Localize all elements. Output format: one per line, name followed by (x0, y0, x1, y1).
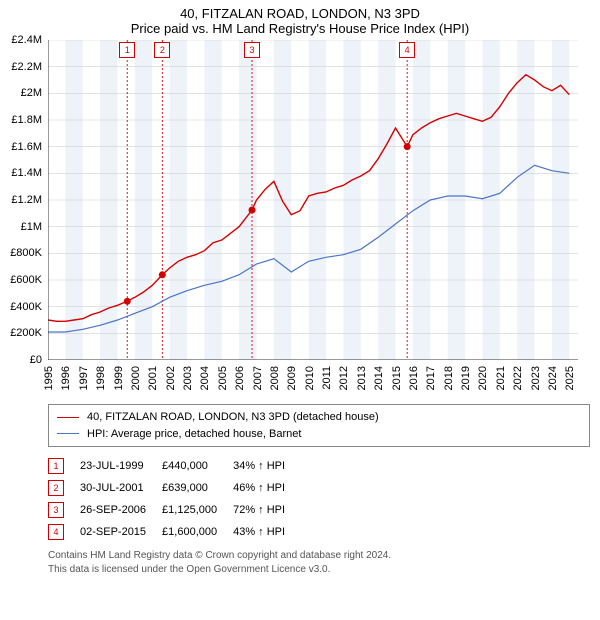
x-axis-label: 2016 (408, 366, 420, 390)
x-axis-label: 2000 (130, 366, 142, 390)
marker-badge: 3 (244, 42, 260, 58)
y-axis-label: £1.4M (2, 167, 42, 179)
marker-badge: 2 (154, 42, 170, 58)
sale-date: 26-SEP-2006 (80, 499, 162, 521)
x-axis-label: 2004 (199, 366, 211, 390)
x-axis-label: 2009 (286, 366, 298, 390)
x-axis-label: 2019 (460, 366, 472, 390)
table-row: 2 30-JUL-2001£639,00046% ↑ HPI (48, 477, 301, 499)
legend-swatch (57, 417, 79, 418)
page-subtitle: Price paid vs. HM Land Registry's House … (0, 21, 600, 40)
footer-line2: This data is licensed under the Open Gov… (48, 563, 590, 577)
x-axis-label: 1995 (43, 366, 55, 390)
page-title: 40, FITZALAN ROAD, LONDON, N3 3PD (0, 0, 600, 21)
x-axis-label: 2015 (391, 366, 403, 390)
sale-delta: 46% ↑ HPI (233, 477, 301, 499)
x-axis-label: 2001 (147, 366, 159, 390)
legend: 40, FITZALAN ROAD, LONDON, N3 3PD (detac… (48, 404, 590, 447)
x-axis-label: 2011 (321, 366, 333, 390)
y-axis-label: £1.2M (2, 194, 42, 206)
footer: Contains HM Land Registry data © Crown c… (48, 549, 590, 576)
y-axis-label: £400K (2, 301, 42, 313)
sale-badge: 4 (48, 524, 64, 540)
sale-badge: 1 (48, 458, 64, 474)
sale-badge-cell: 3 (48, 499, 80, 521)
x-axis-label: 2002 (165, 366, 177, 390)
y-axis-label: £200K (2, 327, 42, 339)
x-axis-label: 2018 (443, 366, 455, 390)
x-axis-label: 2024 (547, 366, 559, 390)
y-axis-label: £2M (2, 87, 42, 99)
y-axis-label: £1.6M (2, 141, 42, 153)
sales-table: 1 23-JUL-1999£440,00034% ↑ HPI 2 30-JUL-200… (48, 455, 301, 543)
x-axis-label: 1999 (113, 366, 125, 390)
x-axis-label: 1997 (78, 366, 90, 390)
sale-price: £1,125,000 (162, 499, 233, 521)
table-row: 4 02-SEP-2015£1,600,00043% ↑ HPI (48, 521, 301, 543)
sale-badge: 3 (48, 502, 64, 518)
y-axis-label: £2.2M (2, 61, 42, 73)
x-axis-label: 2017 (425, 366, 437, 390)
x-axis-label: 2005 (217, 366, 229, 390)
price-chart: £0£200K£400K£600K£800K£1M£1.2M£1.4M£1.6M… (48, 40, 578, 360)
x-axis-label: 2022 (512, 366, 524, 390)
x-axis-label: 2006 (234, 366, 246, 390)
sale-badge-cell: 2 (48, 477, 80, 499)
y-axis-label: £600K (2, 274, 42, 286)
table-row: 3 26-SEP-2006£1,125,00072% ↑ HPI (48, 499, 301, 521)
x-axis-label: 2013 (356, 366, 368, 390)
sale-price: £1,600,000 (162, 521, 233, 543)
y-axis-label: £800K (2, 247, 42, 259)
sale-badge: 2 (48, 480, 64, 496)
x-axis-label: 2008 (269, 366, 281, 390)
marker-badge: 4 (399, 42, 415, 58)
sale-delta: 43% ↑ HPI (233, 521, 301, 543)
y-axis-label: £1.8M (2, 114, 42, 126)
x-axis-label: 2014 (373, 366, 385, 390)
sale-date: 02-SEP-2015 (80, 521, 162, 543)
y-axis-label: £1M (2, 221, 42, 233)
x-axis-label: 2012 (338, 366, 350, 390)
sale-date: 23-JUL-1999 (80, 455, 162, 477)
legend-label: HPI: Average price, detached house, Barn… (87, 426, 301, 443)
legend-swatch (57, 433, 79, 434)
legend-label: 40, FITZALAN ROAD, LONDON, N3 3PD (detac… (87, 409, 379, 426)
sale-price: £440,000 (162, 455, 233, 477)
sale-delta: 72% ↑ HPI (233, 499, 301, 521)
x-axis-label: 2007 (252, 366, 264, 390)
legend-row: 40, FITZALAN ROAD, LONDON, N3 3PD (detac… (57, 409, 581, 426)
x-axis-label: 2020 (477, 366, 489, 390)
x-axis-label: 2010 (304, 366, 316, 390)
y-axis-label: £0 (2, 354, 42, 366)
legend-row: HPI: Average price, detached house, Barn… (57, 426, 581, 443)
sale-badge-cell: 1 (48, 455, 80, 477)
table-row: 1 23-JUL-1999£440,00034% ↑ HPI (48, 455, 301, 477)
marker-badge: 1 (119, 42, 135, 58)
x-axis-label: 2021 (495, 366, 507, 390)
sale-delta: 34% ↑ HPI (233, 455, 301, 477)
footer-line1: Contains HM Land Registry data © Crown c… (48, 549, 590, 563)
sale-badge-cell: 4 (48, 521, 80, 543)
sale-price: £639,000 (162, 477, 233, 499)
y-axis-label: £2.4M (2, 34, 42, 46)
x-axis-label: 2003 (182, 366, 194, 390)
x-axis-label: 1996 (60, 366, 72, 390)
x-axis-label: 1998 (95, 366, 107, 390)
x-axis-label: 2025 (564, 366, 576, 390)
x-axis-label: 2023 (530, 366, 542, 390)
sale-date: 30-JUL-2001 (80, 477, 162, 499)
